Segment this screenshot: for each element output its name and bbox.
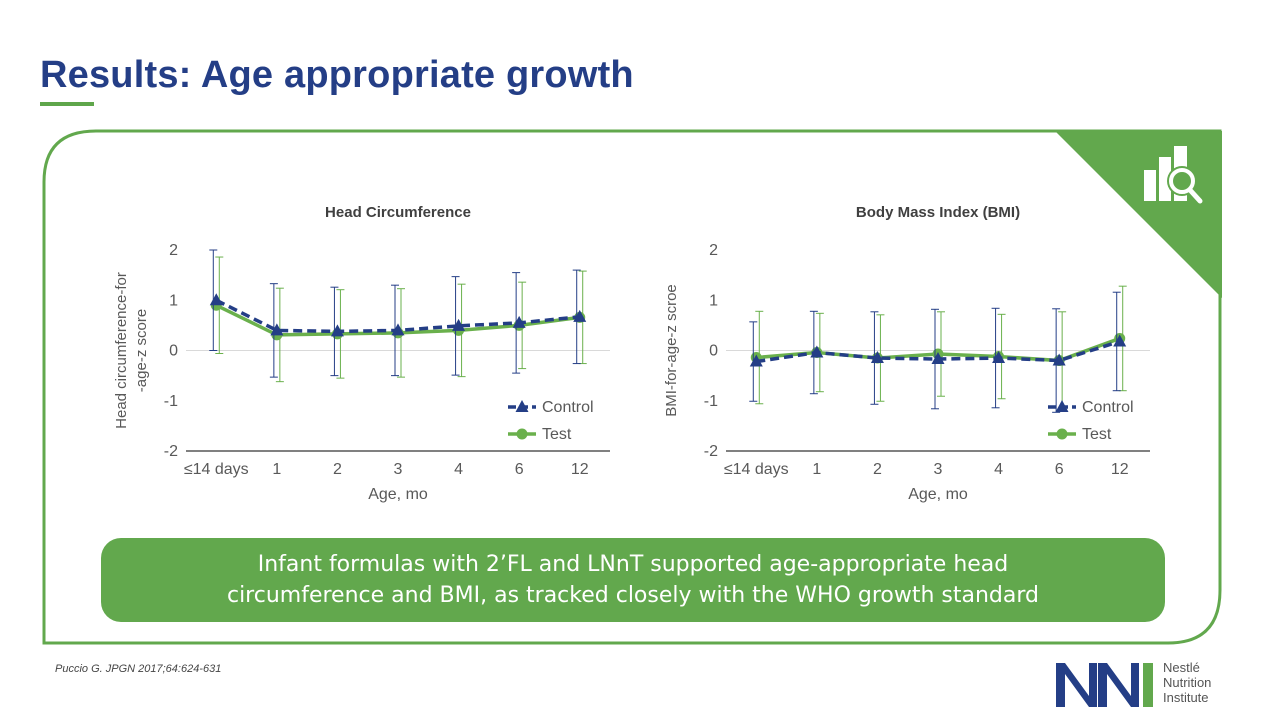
data-point (391, 323, 405, 336)
slide-title: Results: Age appropriate growth (40, 54, 634, 96)
legend-label: Control (1082, 399, 1134, 416)
x-tick-label: 12 (1111, 461, 1129, 478)
nni-logo-mark (1056, 663, 1153, 707)
x-tick-label: 4 (454, 461, 463, 478)
y-tick-label: 2 (169, 242, 178, 259)
data-point (209, 293, 223, 306)
y-axis-label: BMI-for-age-z scroe (663, 284, 680, 417)
y-tick-label: -1 (704, 393, 718, 410)
logo-text: Nestlé Nutrition Institute (1163, 660, 1211, 705)
legend-marker (1055, 400, 1069, 412)
x-tick-label: 6 (515, 461, 524, 478)
logo-line: Nestlé (1163, 660, 1200, 675)
x-tick-label: 2 (333, 461, 342, 478)
y-tick-label: 1 (709, 292, 718, 309)
legend-marker (515, 400, 529, 412)
data-point (810, 345, 824, 358)
legend-label: Test (542, 426, 572, 443)
x-tick-label: 1 (272, 461, 281, 478)
y-axis-label: -age-z score (133, 309, 150, 392)
legend-item-test: Test (1048, 426, 1112, 443)
x-tick-label: ≤14 days (184, 461, 249, 478)
y-tick-label: 0 (709, 343, 718, 360)
y-tick-label: 1 (169, 292, 178, 309)
summary-text: Infant formulas with 2’FL and LNnT suppo… (226, 552, 1040, 608)
y-tick-label: 0 (169, 343, 178, 360)
bmi-chart: Body Mass Index (BMI)210-1-2≤14 days 1 2 3 4… (663, 204, 1150, 503)
y-tick-label: -2 (704, 443, 718, 460)
logo-line: Institute (1163, 690, 1209, 705)
data-point (1052, 353, 1066, 366)
citation: Puccio G. JPGN 2017;64:624-631 (55, 663, 222, 675)
series-test (750, 285, 1127, 410)
data-point (452, 318, 466, 331)
x-tick-label: 4 (994, 461, 1003, 478)
data-point (1113, 334, 1127, 347)
data-point (330, 324, 344, 337)
x-axis-label: Age, mo (368, 486, 428, 503)
legend-marker (516, 428, 528, 440)
data-point (749, 354, 763, 367)
x-tick-label: 3 (934, 461, 943, 478)
y-tick-label: -1 (164, 393, 178, 410)
series-test (210, 256, 587, 383)
logo-line: Nutrition (1163, 675, 1212, 690)
nni-logo (1056, 663, 1153, 707)
legend-item-control: Control (1048, 399, 1134, 416)
x-tick-label: 1 (812, 461, 821, 478)
data-point (870, 351, 884, 364)
legend-item-test: Test (508, 426, 572, 443)
data-point (573, 309, 587, 322)
y-axis-label: Head circumference-for (113, 272, 130, 429)
legend-marker (1056, 428, 1068, 440)
y-tick-label: 2 (709, 242, 718, 259)
legend-label: Test (1082, 426, 1112, 443)
x-tick-label: ≤14 days (724, 461, 789, 478)
chart-search-icon (1144, 146, 1203, 204)
chart-title: Head Circumference (325, 204, 471, 221)
x-tick-label: 6 (1055, 461, 1064, 478)
data-point (270, 323, 284, 336)
data-point (931, 352, 945, 365)
legend-item-control: Control (508, 399, 594, 416)
data-point (512, 315, 526, 328)
title-underline (40, 102, 94, 106)
summary-banner: Infant formulas with 2’FL and LNnT suppo… (101, 538, 1165, 622)
x-tick-label: 12 (571, 461, 589, 478)
data-point (992, 351, 1006, 364)
y-tick-label: -2 (164, 443, 178, 460)
x-tick-label: 3 (394, 461, 403, 478)
x-tick-label: 2 (873, 461, 882, 478)
x-axis-label: Age, mo (908, 486, 968, 503)
series-control (749, 291, 1127, 413)
legend-label: Control (542, 399, 594, 416)
series-control (209, 249, 587, 378)
chart-title: Body Mass Index (BMI) (856, 204, 1020, 221)
